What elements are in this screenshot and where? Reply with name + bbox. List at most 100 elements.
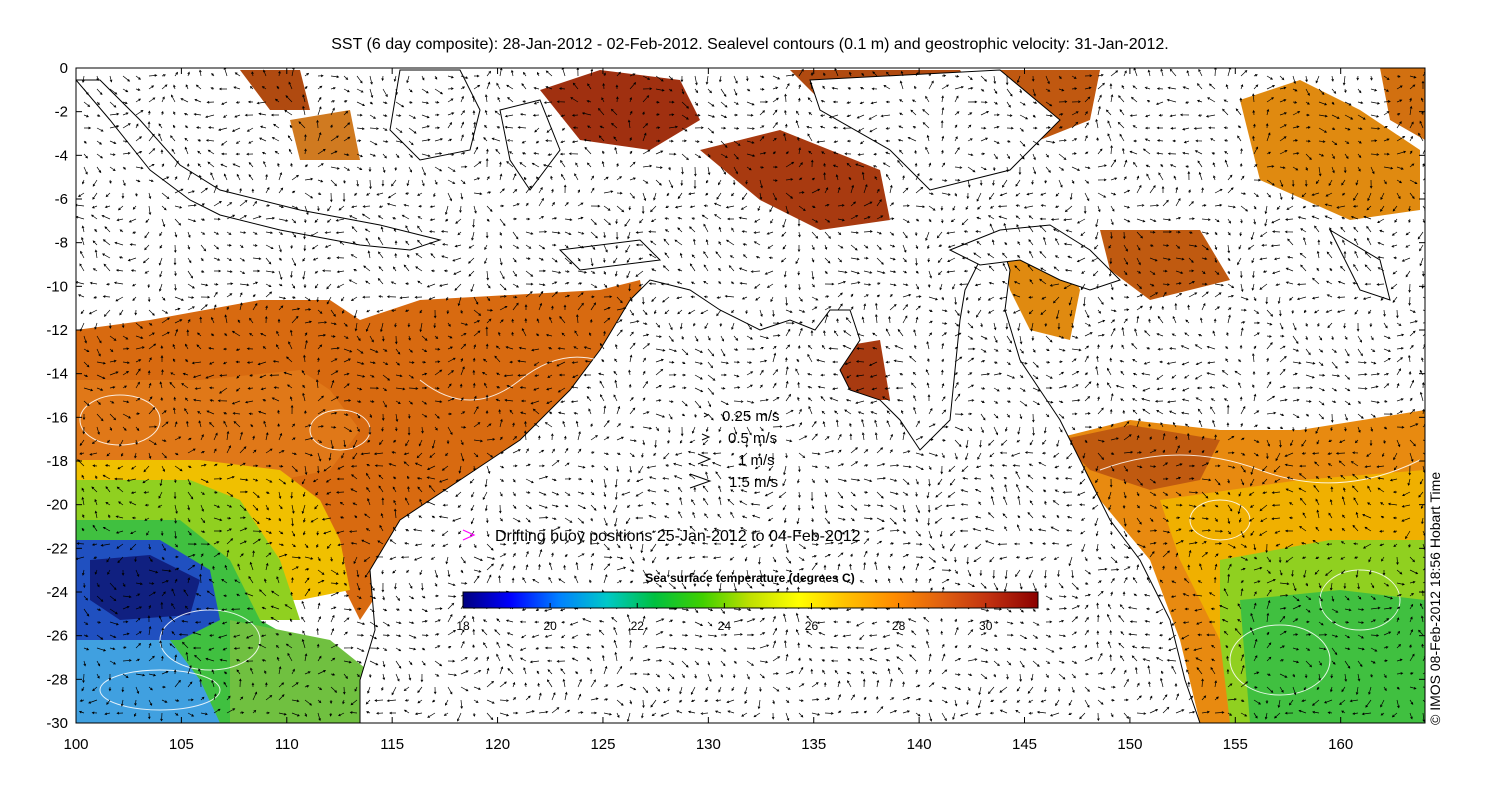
velocity-arrow [988, 192, 995, 200]
velocity-arrow [703, 251, 709, 259]
velocity-arrow [1109, 530, 1113, 536]
velocity-arrow [79, 439, 85, 447]
velocity-arrow [1019, 374, 1024, 378]
velocity-arrow [613, 394, 618, 402]
velocity-arrow [211, 316, 215, 324]
velocity-arrow [265, 562, 269, 571]
velocity-arrow [1196, 83, 1203, 90]
velocity-arrow [740, 452, 748, 460]
velocity-arrow [1259, 504, 1268, 512]
velocity-arrow [574, 330, 579, 337]
velocity-arrow [1045, 348, 1050, 351]
velocity-arrow [863, 244, 869, 249]
velocity-arrow [1357, 660, 1363, 667]
velocity-arrow [564, 294, 570, 298]
velocity-arrow [1195, 397, 1203, 402]
velocity-arrow [421, 75, 425, 81]
velocity-arrow [1292, 125, 1300, 129]
velocity-arrow [837, 530, 846, 535]
velocity-arrow [205, 139, 215, 142]
velocity-arrow [664, 252, 670, 259]
velocity-arrow [533, 387, 540, 391]
velocity-arrow [1325, 192, 1333, 197]
velocity-arrow [626, 270, 631, 279]
velocity-arrow [954, 332, 962, 337]
velocity-arrow [533, 101, 540, 105]
velocity-arrow [1266, 569, 1271, 574]
velocity-arrow [941, 556, 947, 562]
velocity-arrow [1366, 452, 1372, 457]
velocity-arrow [382, 140, 389, 143]
velocity-arrow [1357, 114, 1366, 120]
velocity-arrow [278, 283, 283, 287]
velocity-arrow [252, 538, 261, 545]
velocity-arrow [1279, 645, 1285, 649]
velocity-arrow [172, 124, 176, 129]
velocity-arrow [1162, 291, 1167, 298]
velocity-arrow [603, 491, 607, 498]
velocity-arrow [1032, 101, 1038, 104]
sulawesi [499, 99, 561, 191]
velocity-arrow [506, 139, 514, 142]
velocity-arrow [680, 179, 684, 187]
velocity-arrow [1201, 204, 1207, 207]
velocity-arrow [1050, 526, 1060, 532]
sst-patch-n6 [290, 110, 360, 160]
velocity-arrow [759, 398, 769, 402]
velocity-arrow [95, 475, 98, 480]
velocity-arrow [1343, 250, 1347, 258]
velocity-arrow [1279, 99, 1287, 103]
velocity-arrow [824, 313, 829, 324]
velocity-arrow [1396, 606, 1401, 610]
velocity-arrow [369, 582, 375, 591]
velocity-arrow [1237, 618, 1242, 623]
velocity-arrow [538, 244, 546, 250]
velocity-arrow [366, 487, 371, 493]
velocity-arrow [590, 244, 596, 250]
velocity-arrow [330, 370, 339, 376]
velocity-arrow [1149, 230, 1156, 234]
velocity-arrow [1369, 322, 1373, 328]
velocity-arrow [1344, 426, 1347, 432]
velocity-arrow [417, 686, 423, 694]
velocity-arrow [951, 516, 956, 520]
velocity-arrow [798, 84, 802, 90]
velocity-arrow [1393, 256, 1398, 260]
velocity-arrow [651, 268, 657, 272]
velocity-arrow [1285, 218, 1294, 221]
velocity-arrow [897, 138, 904, 142]
velocity-arrow [122, 347, 130, 351]
velocity-arrow [642, 149, 651, 155]
velocity-arrow [816, 140, 826, 144]
velocity-arrow [1279, 192, 1283, 200]
velocity-arrow [1067, 465, 1073, 469]
velocity-arrow [1167, 400, 1177, 404]
velocity-arrow [811, 218, 819, 223]
velocity-arrow [1084, 395, 1091, 402]
velocity-arrow [1097, 319, 1106, 324]
velocity-arrow [1422, 672, 1425, 675]
velocity-arrow [1201, 517, 1209, 521]
velocity-arrow [434, 673, 440, 677]
velocity-arrow [910, 109, 917, 116]
velocity-arrow [874, 432, 878, 441]
velocity-arrow [96, 348, 101, 357]
velocity-arrow [343, 335, 349, 339]
velocity-arrow [941, 309, 948, 313]
velocity-arrow [668, 100, 675, 104]
velocity-arrow [809, 658, 813, 662]
velocity-arrow [200, 504, 204, 512]
velocity-arrow [421, 179, 425, 187]
velocity-arrow [1311, 296, 1320, 300]
velocity-arrow [283, 371, 293, 376]
velocity-arrow [457, 231, 462, 236]
velocity-arrow [551, 491, 560, 496]
velocity-arrow [330, 556, 333, 562]
velocity-arrow [667, 439, 670, 444]
velocity-arrow [668, 335, 674, 342]
velocity-arrow [93, 296, 98, 299]
velocity-arrow [883, 647, 891, 651]
velocity-arrow [785, 151, 789, 155]
velocity-arrow [148, 604, 151, 610]
velocity-arrow [1339, 439, 1346, 443]
